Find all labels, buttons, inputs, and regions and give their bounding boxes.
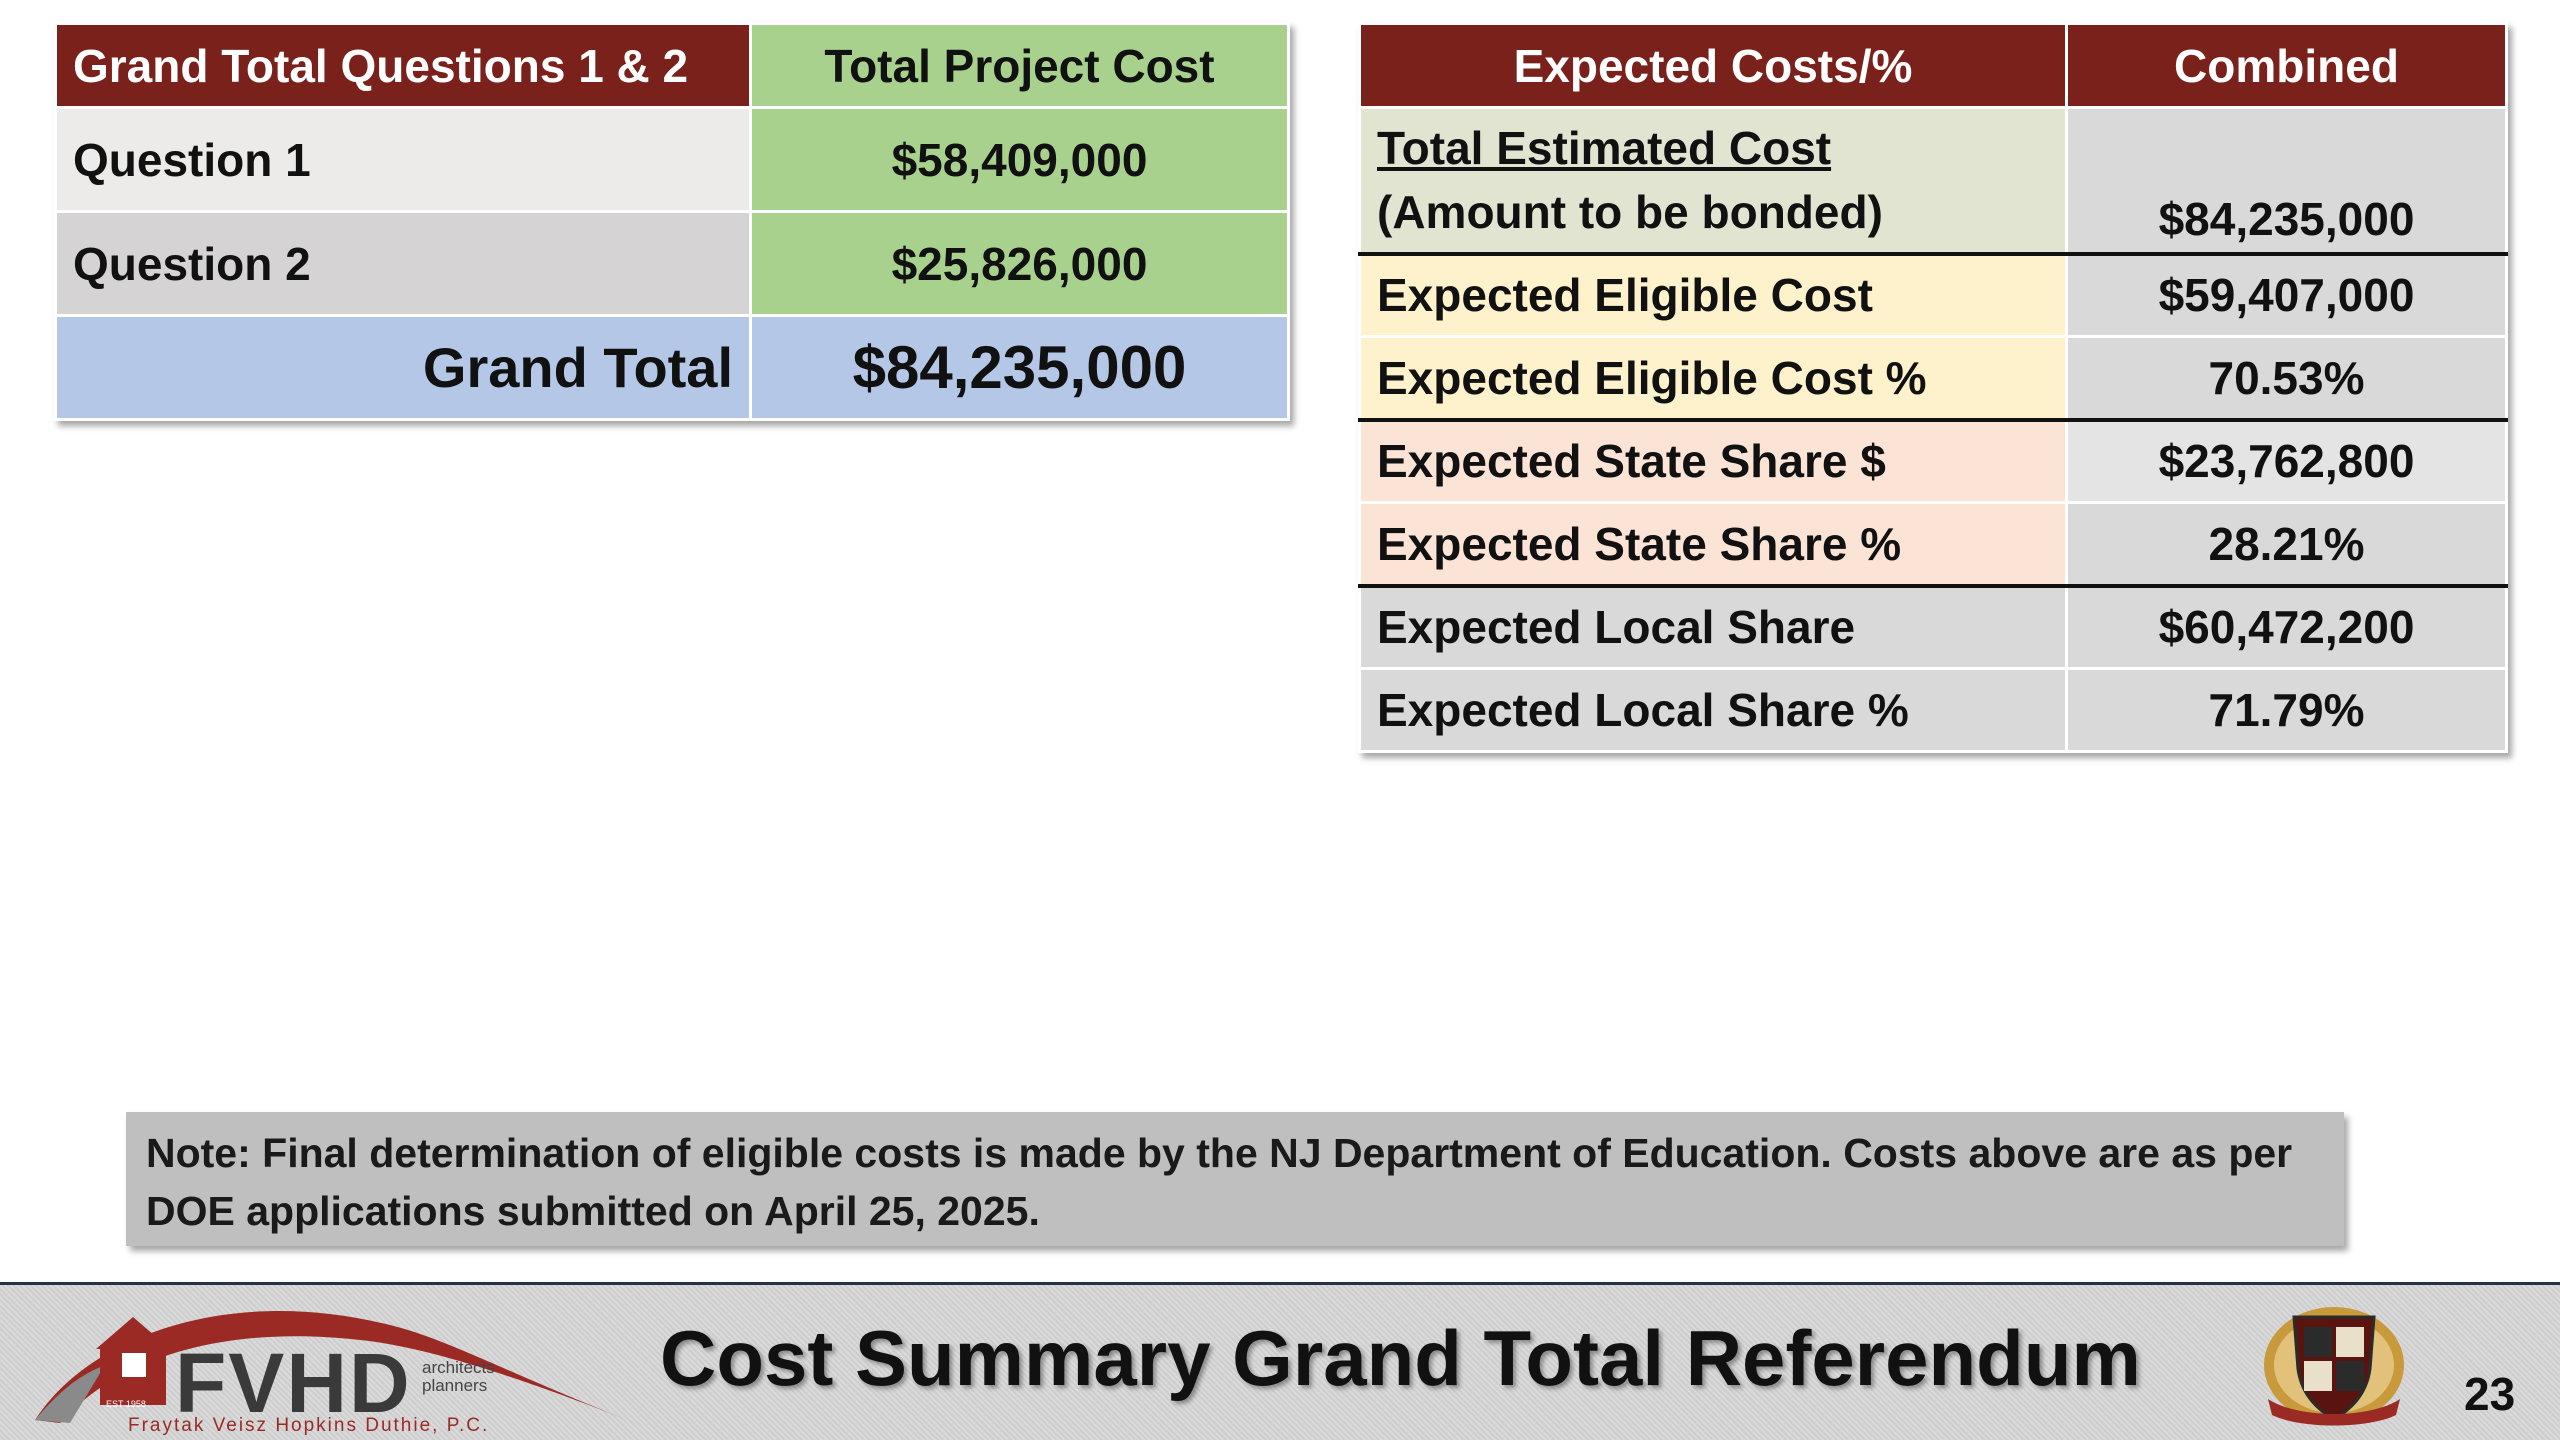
expected-eligible-cost-pct-label: Expected Eligible Cost %: [1358, 335, 2068, 421]
expected-eligible-cost-label: Expected Eligible Cost: [1358, 251, 2068, 338]
table-row: Expected State Share $ $23,762,800: [1358, 417, 2508, 504]
header-questions: Grand Total Questions 1 & 2: [54, 22, 752, 109]
amount-to-be-bonded: (Amount to be bonded): [1377, 186, 1883, 239]
expected-state-share-value: $23,762,800: [2065, 417, 2508, 504]
question-2-cost: $25,826,000: [749, 210, 1290, 317]
table-header-row: Grand Total Questions 1 & 2 Total Projec…: [54, 22, 1290, 109]
expected-local-share-pct-label: Expected Local Share %: [1358, 667, 2068, 753]
question-1-label: Question 1: [54, 106, 752, 213]
grand-total-cost: $84,235,000: [749, 314, 1290, 421]
header-combined: Combined: [2065, 22, 2508, 109]
table-row: Expected Local Share $60,472,200: [1358, 583, 2508, 670]
table-row: Expected State Share % 28.21%: [1358, 501, 2508, 587]
table-header-row: Expected Costs/% Combined: [1358, 22, 2508, 109]
fvhd-logo: FVHD architects planners Fraytak Veisz Ho…: [30, 1295, 650, 1437]
grand-total-table: Grand Total Questions 1 & 2 Total Projec…: [54, 22, 1290, 421]
grand-total-label: Grand Total: [54, 314, 752, 421]
table-row: Question 1 $58,409,000: [54, 106, 1290, 213]
school-crest-icon: [2258, 1299, 2410, 1431]
page-number: 23: [2464, 1368, 2516, 1420]
footer-bar: FVHD architects planners Fraytak Veisz Ho…: [0, 1282, 2560, 1440]
total-estimated-cost-label: Total Estimated Cost (Amount to be bonde…: [1358, 106, 2068, 255]
expected-local-share-pct-value: 71.79%: [2065, 667, 2508, 753]
note-box: Note: Final determination of eligible co…: [126, 1112, 2344, 1246]
expected-costs-table: Expected Costs/% Combined Total Estimate…: [1358, 22, 2508, 753]
expected-state-share-pct-label: Expected State Share %: [1358, 501, 2068, 587]
header-total-project-cost: Total Project Cost: [749, 22, 1290, 109]
expected-local-share-value: $60,472,200: [2065, 583, 2508, 670]
logo-name: FVHD: [175, 1336, 412, 1430]
header-expected-costs: Expected Costs/%: [1358, 22, 2068, 109]
table-row: Expected Eligible Cost $59,407,000: [1358, 251, 2508, 338]
total-estimated-cost-value: $84,235,000: [2065, 106, 2508, 255]
logo-swoosh-icon: [35, 1310, 640, 1425]
expected-eligible-cost-pct-value: 70.53%: [2065, 335, 2508, 421]
table-row: Expected Local Share % 71.79%: [1358, 667, 2508, 753]
question-2-label: Question 2: [54, 210, 752, 317]
expected-eligible-cost-value: $59,407,000: [2065, 251, 2508, 338]
table-row: Expected Eligible Cost % 70.53%: [1358, 335, 2508, 421]
total-estimated-cost-title: Total Estimated Cost: [1377, 122, 1832, 175]
expected-state-share-pct-value: 28.21%: [2065, 501, 2508, 587]
table-row: Question 2 $25,826,000: [54, 210, 1290, 317]
slide-title: Cost Summary Grand Total Referendum: [660, 1314, 2141, 1402]
logo-company-name: Fraytak Veisz Hopkins Duthie, P.C.: [128, 1415, 490, 1436]
logo-tagline: architects planners: [422, 1358, 495, 1395]
expected-state-share-label: Expected State Share $: [1358, 417, 2068, 504]
expected-local-share-label: Expected Local Share: [1358, 583, 2068, 670]
logo-est: EST 1958: [106, 1399, 146, 1409]
total-estimated-cost-row: Total Estimated Cost (Amount to be bonde…: [1358, 106, 2508, 255]
grand-total-row: Grand Total $84,235,000: [54, 314, 1290, 421]
question-1-cost: $58,409,000: [749, 106, 1290, 213]
